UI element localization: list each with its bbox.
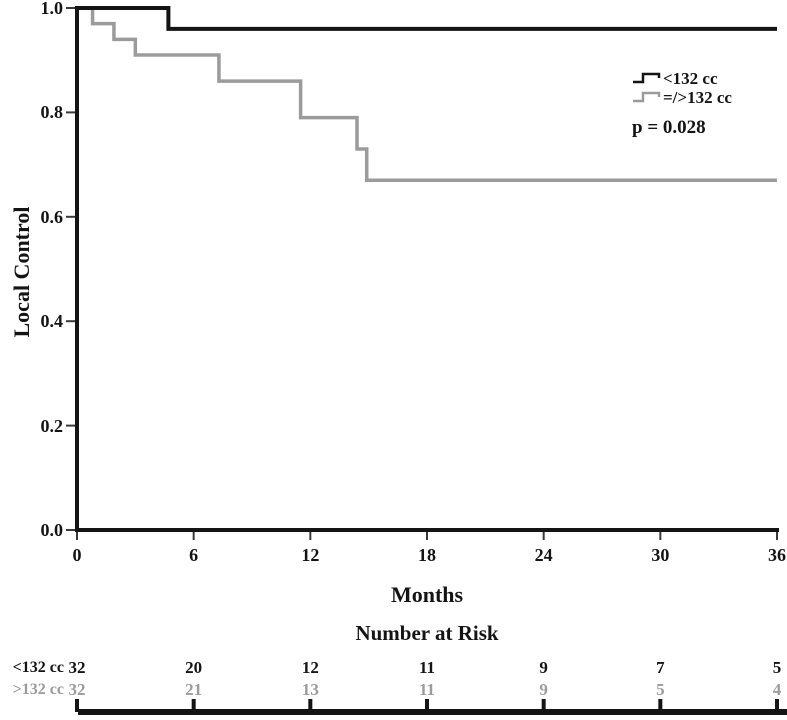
risk-row-label: >132 cc (12, 681, 64, 698)
risk-table-title: Number at Risk (355, 621, 499, 645)
legend-line-swatch (633, 91, 661, 103)
risk-value: 4 (772, 680, 782, 699)
y-tick-label: 0.2 (40, 415, 64, 436)
x-tick-label: 18 (418, 545, 436, 565)
risk-value: 11 (418, 658, 436, 677)
risk-value: 9 (539, 680, 548, 699)
x-tick-label: 30 (651, 545, 670, 565)
risk-value: 21 (185, 680, 203, 699)
risk-value: 32 (68, 658, 86, 677)
legend-line-swatch (633, 72, 661, 84)
x-tick-label: 6 (189, 545, 199, 565)
y-tick-label: 0.0 (40, 520, 64, 540)
risk-value: 9 (539, 658, 548, 677)
x-axis-title: Months (390, 582, 464, 607)
risk-value: 7 (656, 658, 665, 677)
risk-value: 20 (185, 658, 203, 677)
risk-value: 11 (418, 680, 436, 699)
risk-row-label: <132 cc (12, 659, 64, 676)
y-tick-label: 0.8 (40, 102, 64, 123)
x-tick-label: 24 (534, 545, 553, 565)
y-axis-title: Local Control (9, 206, 34, 338)
risk-value: 13 (301, 680, 319, 699)
x-tick-label: 0 (72, 545, 82, 565)
p-value-annotation: p = 0.028 (632, 117, 706, 138)
legend-label: <132 cc (663, 69, 718, 88)
km-curve-under-132cc (77, 6, 777, 31)
x-tick-label: 36 (768, 545, 786, 565)
y-tick-label: 0.6 (40, 206, 64, 227)
km-curve-over-132cc (77, 6, 777, 183)
x-tick-label: 12 (301, 545, 320, 565)
y-tick-label: 1.0 (40, 0, 64, 18)
risk-value: 32 (68, 680, 86, 699)
y-tick-label: 0.4 (40, 311, 64, 332)
legend-label: =/>132 cc (663, 88, 732, 107)
risk-value: 12 (301, 658, 319, 677)
risk-value: 5 (656, 680, 665, 699)
risk-value: 5 (772, 658, 782, 677)
